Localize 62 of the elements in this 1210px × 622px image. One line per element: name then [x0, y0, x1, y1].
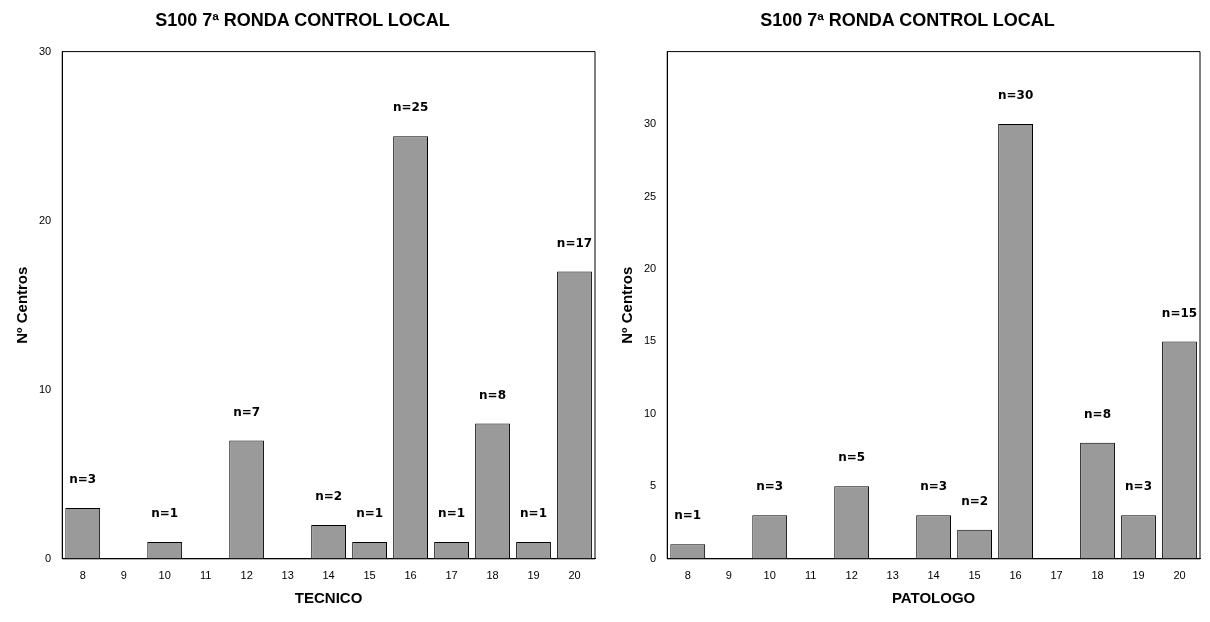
chart-title: S100 7ª RONDA CONTROL LOCAL [760, 9, 1055, 30]
x-axis-title: TECNICO [294, 589, 363, 607]
x-tick-label: 12 [240, 569, 253, 582]
data-label: n=1 [356, 506, 384, 521]
x-tick-label: 16 [404, 569, 417, 582]
x-tick-label: 19 [1132, 569, 1145, 582]
y-tick-label: 0 [650, 551, 657, 564]
y-tick-label: 25 [643, 189, 657, 202]
x-tick-label: 13 [886, 569, 899, 582]
y-tick-label: 30 [643, 117, 657, 130]
data-label: n=1 [520, 506, 547, 521]
x-tick-label: 8 [684, 569, 691, 582]
x-tick-label: 17 [445, 569, 458, 582]
y-tick-label: 20 [38, 213, 52, 226]
y-tick-label: 10 [643, 406, 657, 419]
y-tick-label: 20 [643, 262, 657, 274]
data-label: n=8 [1084, 406, 1112, 421]
data-label: n=1 [438, 506, 466, 521]
x-tick-label: 15 [363, 569, 376, 582]
y-tick-label: 15 [643, 334, 657, 347]
x-tick-label: 19 [527, 569, 540, 582]
y-tick-label: 30 [38, 44, 52, 57]
x-axis-title: PATOLOGO [891, 589, 976, 607]
y-axis-title: Nº Centros [13, 266, 31, 344]
x-tick-label: 13 [281, 569, 294, 582]
x-tick-label: 10 [763, 569, 776, 582]
data-label: n=3 [920, 479, 948, 494]
data-label: n=2 [961, 493, 989, 508]
data-label: n=3 [1125, 479, 1152, 494]
x-tick-label: 8 [79, 569, 86, 582]
x-tick-label: 11 [804, 569, 817, 582]
x-tick-label: 20 [1173, 569, 1186, 582]
data-label: n=15 [1161, 305, 1198, 320]
data-label: n=1 [674, 508, 702, 523]
x-tick-label: 9 [120, 569, 127, 582]
data-label: n=3 [756, 479, 784, 494]
data-label: n=25 [392, 100, 429, 115]
x-tick-label: 15 [968, 569, 981, 582]
data-label: n=8 [479, 387, 507, 402]
x-tick-label: 18 [486, 569, 499, 582]
data-label: n=2 [315, 489, 343, 504]
x-tick-label: 14 [927, 569, 940, 582]
x-tick-label: 14 [322, 569, 335, 582]
x-tick-label: 18 [1091, 569, 1104, 582]
x-tick-label: 11 [199, 569, 212, 582]
y-tick-label: 10 [38, 382, 52, 395]
y-tick-label: 0 [45, 551, 52, 564]
data-label: n=3 [69, 472, 97, 487]
y-tick-label: 5 [650, 479, 657, 492]
y-axis-title: Nº Centros [618, 266, 636, 344]
data-label: n=17 [556, 235, 593, 250]
data-label: n=1 [151, 506, 179, 521]
data-label: n=30 [997, 88, 1034, 103]
data-label: n=7 [233, 404, 261, 419]
chart-title: S100 7ª RONDA CONTROL LOCAL [155, 9, 450, 30]
x-tick-label: 12 [845, 569, 858, 582]
data-label: n=5 [838, 450, 866, 465]
x-tick-label: 9 [725, 569, 732, 582]
x-tick-label: 20 [568, 569, 581, 582]
x-tick-label: 17 [1050, 569, 1063, 582]
x-tick-label: 10 [158, 569, 171, 582]
x-tick-label: 16 [1009, 569, 1022, 582]
